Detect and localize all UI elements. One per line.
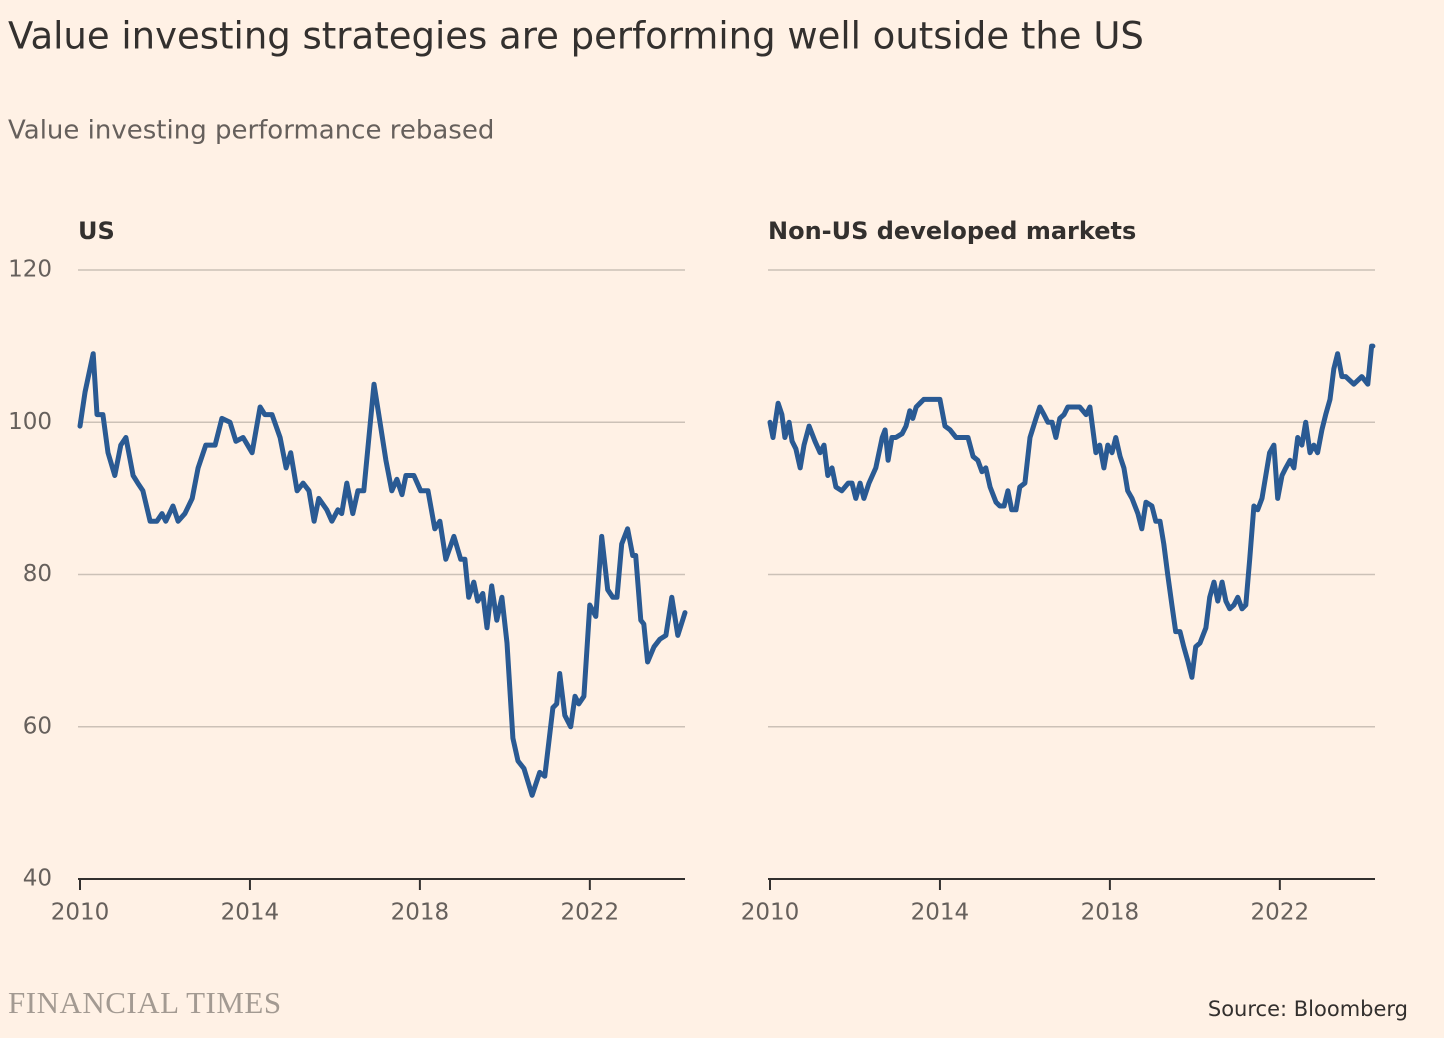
brand: FINANCIAL TIMES [8,985,282,1020]
panel-title: Non-US developed markets [768,217,1136,245]
x-tick-label: 2014 [221,900,280,926]
x-tick-label: 2018 [1081,900,1140,926]
y-tick-label: 120 [8,257,52,283]
x-tick-label: 2022 [1251,900,1310,926]
x-tick-label: 2010 [51,900,110,926]
chart-title: Value investing strategies are performin… [8,15,1144,58]
y-tick-label: 80 [23,561,52,587]
x-tick-label: 2022 [561,900,620,926]
chart-subtitle: Value investing performance rebased [8,116,494,146]
y-tick-label: 60 [23,713,52,739]
y-tick-label: 100 [8,409,52,435]
data-line [77,351,688,798]
x-tick-label: 2018 [391,900,450,926]
data-line [767,343,1376,680]
source: Source: Bloomberg [1208,997,1408,1021]
panel-title: US [78,217,115,245]
y-tick-label: 40 [23,866,52,892]
x-tick-label: 2010 [741,900,800,926]
x-tick-label: 2014 [911,900,970,926]
